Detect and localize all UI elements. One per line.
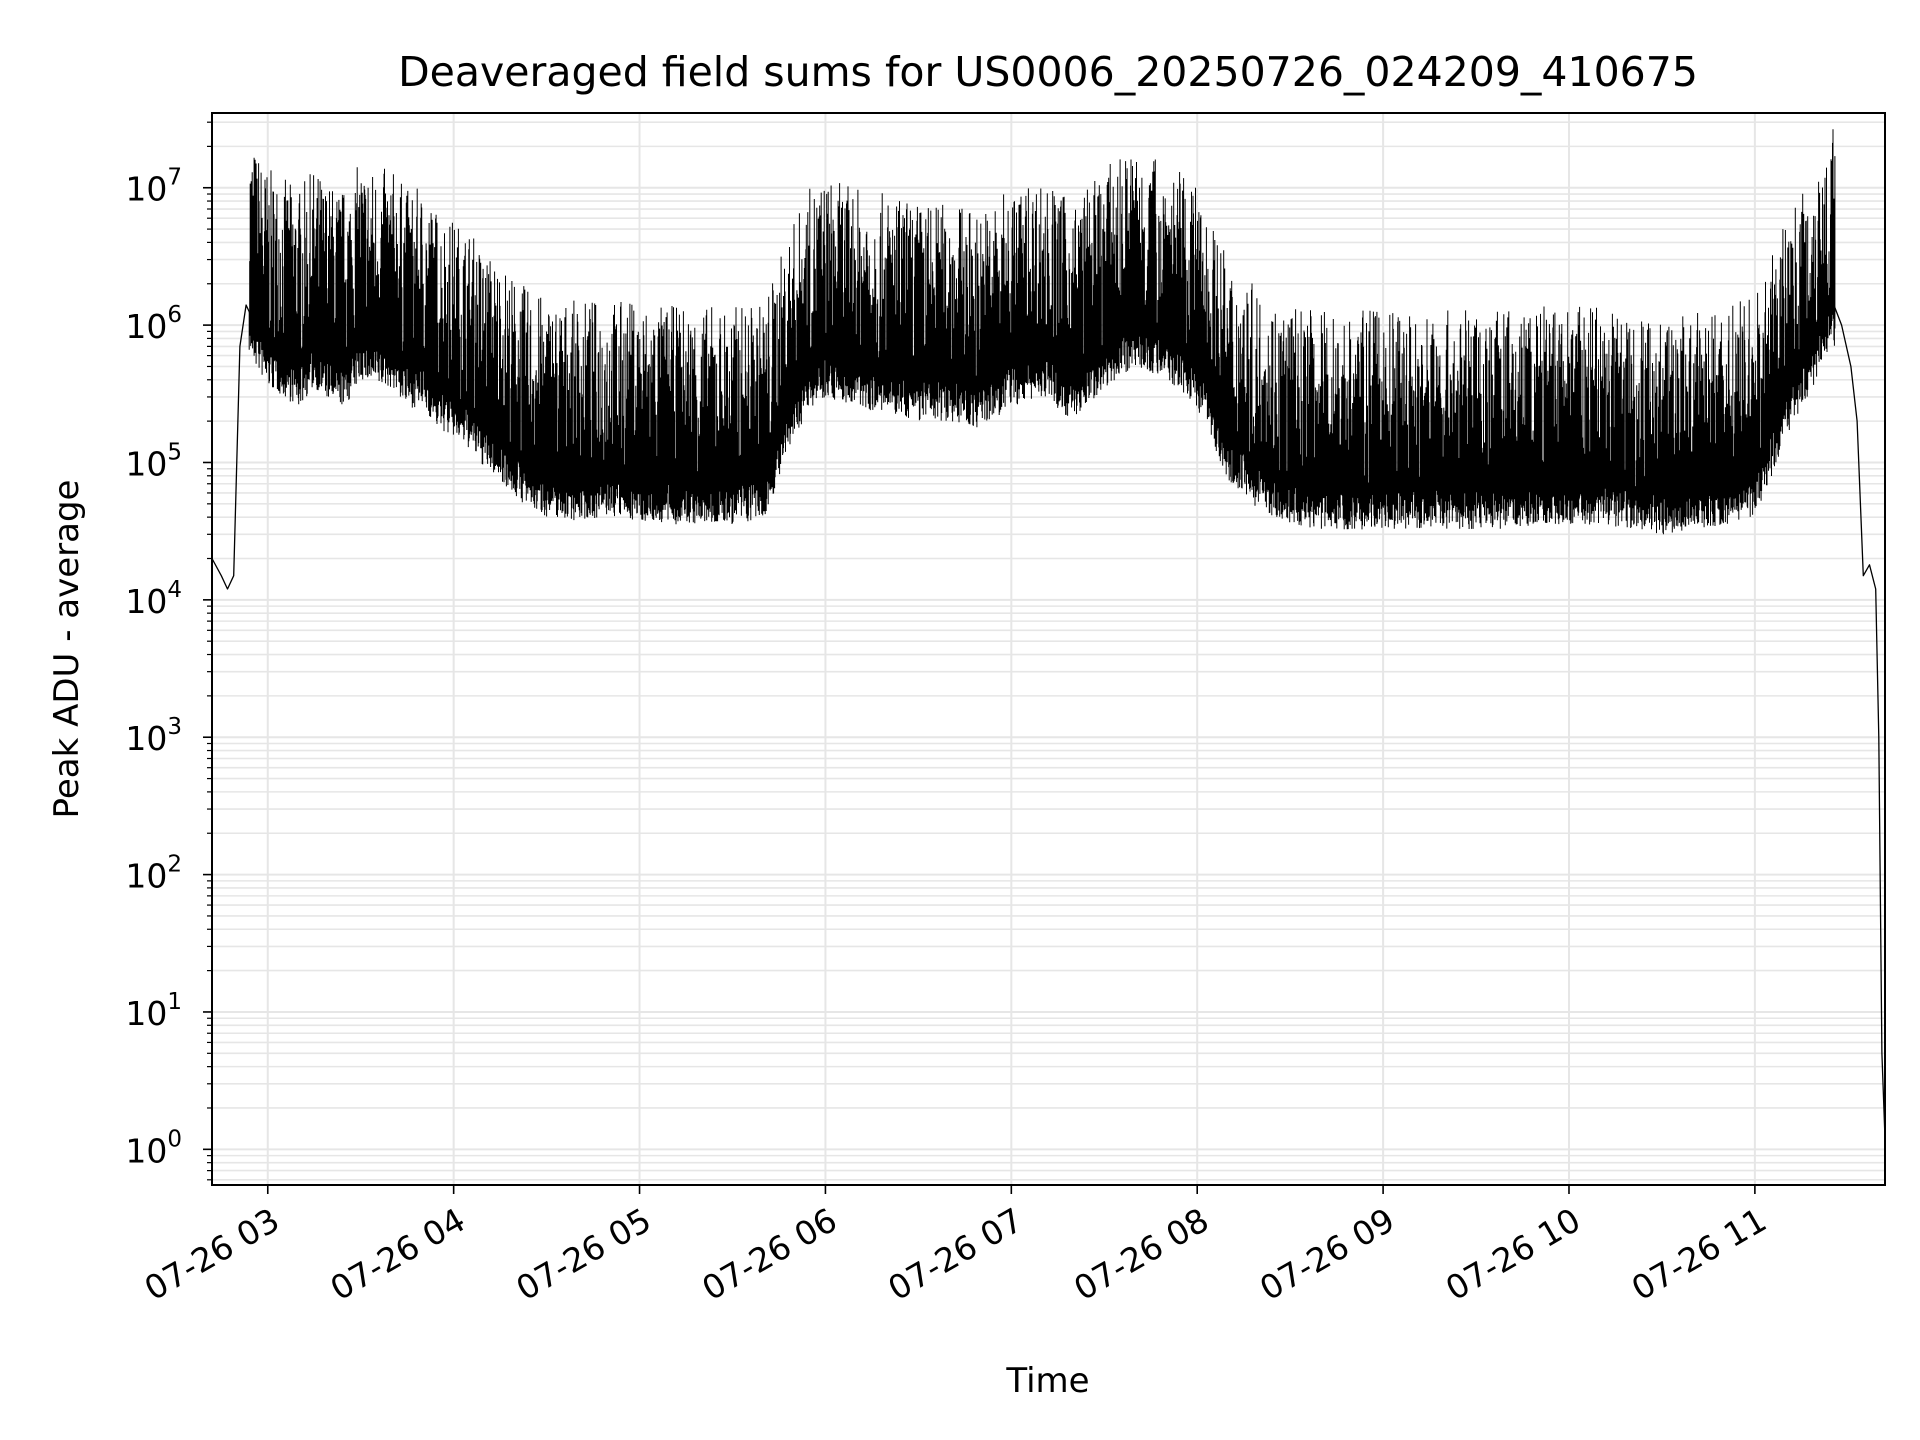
data-spikes [248,129,1836,535]
x-axis-label: Time [1005,1361,1089,1401]
x-tick-label: 07-26 03 [138,1200,286,1308]
x-tick-label: 07-26 10 [1439,1200,1587,1308]
y-tick-label: 101 [125,989,182,1033]
y-tick-label: 104 [125,577,182,621]
y-tick-label: 100 [125,1126,182,1170]
series-line [211,300,1886,1139]
x-tick-label: 07-26 07 [881,1200,1029,1308]
y-tick-label: 107 [125,165,182,209]
y-axis-label: Peak ADU - average [47,480,87,819]
x-tick-label: 07-26 09 [1253,1200,1401,1308]
x-axis: 07-26 03 07-26 04 07-26 05 07-26 06 07-26 07… [138,1185,1773,1308]
plot-frame [211,112,1886,1186]
x-tick-label: 07-26 04 [324,1200,472,1308]
y-tick-label: 106 [125,302,182,346]
x-tick-label: 07-26 05 [510,1200,658,1308]
y-tick-label: 102 [125,852,182,896]
x-tick-label: 07-26 06 [695,1200,843,1308]
x-tick-label: 07-26 08 [1067,1200,1215,1308]
x-tick-label: 07-26 11 [1625,1200,1773,1308]
y-tick-label: 103 [125,714,182,758]
chart-title: Deaveraged field sums for US0006_2025072… [398,48,1698,96]
y-tick-label: 105 [125,439,182,483]
noise-band [248,129,1836,535]
y-axis: 100 101 102 103 104 105 106 107 [125,121,212,1181]
minor-gridlines [212,121,1885,1181]
